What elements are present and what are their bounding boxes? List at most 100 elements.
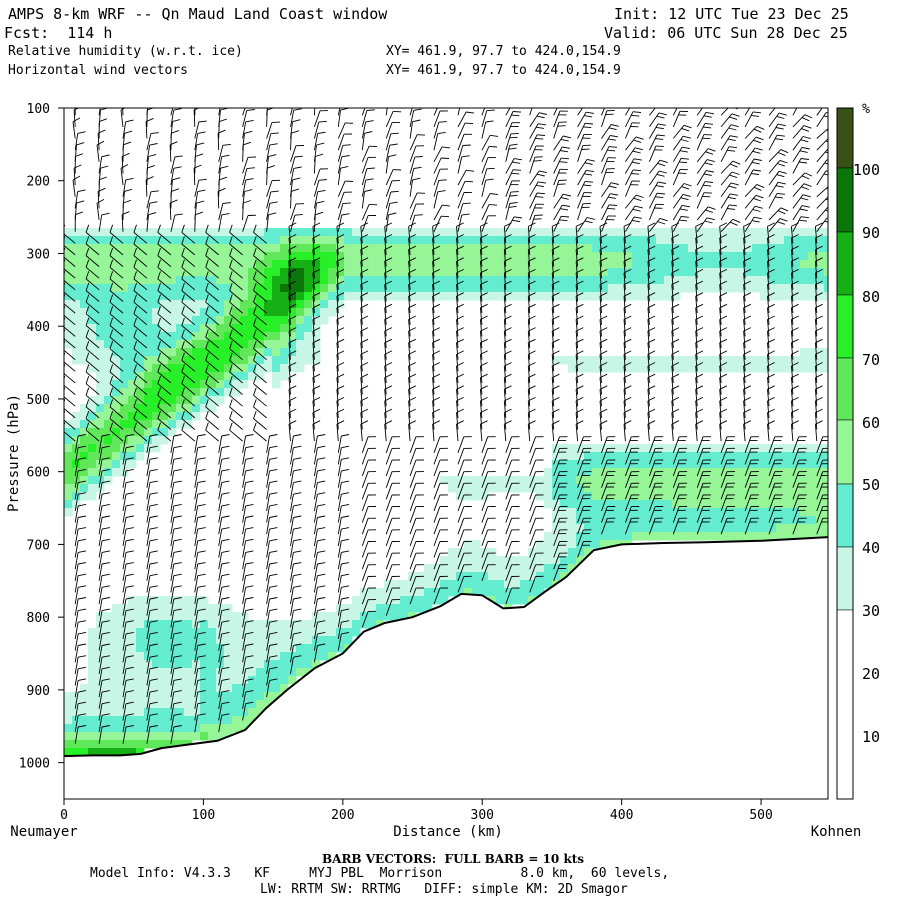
wind-barb (601, 494, 608, 512)
rh-cell (256, 684, 265, 693)
wind-barb (456, 424, 459, 442)
rh-cell (336, 252, 345, 261)
wind-barb (384, 272, 387, 290)
wind-barb-feather (229, 329, 233, 338)
wind-barb (409, 564, 417, 581)
rh-cell (520, 228, 529, 237)
wind-barb (577, 436, 584, 453)
rh-cell (520, 292, 529, 301)
wind-barb-feather (288, 257, 297, 262)
wind-barb (336, 424, 339, 442)
rh-cell (72, 316, 81, 325)
rh-cell (128, 428, 137, 437)
rh-cell (128, 284, 137, 293)
rh-cell (224, 300, 233, 309)
wind-barb (290, 587, 294, 605)
rh-cell (136, 332, 145, 341)
wind-barb (170, 517, 175, 535)
wind-barb-feather (575, 396, 584, 402)
wind-barb-feather (341, 585, 350, 588)
wind-barb-feather (658, 170, 667, 174)
rh-cell (648, 292, 657, 301)
rh-cell (96, 228, 105, 237)
rh-cell (296, 620, 305, 629)
wind-barb-feather (312, 234, 321, 239)
rh-cell (64, 468, 73, 477)
wind-barb (457, 553, 465, 570)
wind-barb-feather (253, 271, 257, 280)
wind-barb-feather (148, 212, 157, 216)
rh-cell (176, 396, 185, 405)
wind-barb (385, 553, 393, 570)
rh-cell (104, 356, 113, 365)
rh-cell (304, 356, 313, 365)
wind-barb-feather (633, 139, 642, 143)
wind-barb (194, 563, 199, 581)
wind-barb-feather (336, 280, 345, 285)
wind-barb (74, 668, 79, 686)
rh-cell (120, 364, 129, 373)
wind-barb-feather (528, 222, 536, 227)
rh-cell (552, 252, 561, 261)
wind-barb (384, 319, 387, 337)
rh-cell (152, 716, 161, 725)
wind-barb (312, 319, 315, 337)
rh-cell (304, 636, 313, 645)
wind-barb-feather (456, 396, 464, 402)
wind-barb-feather (623, 315, 632, 320)
wind-barb (290, 540, 294, 558)
wind-barb (505, 169, 514, 186)
wind-barb (290, 203, 297, 221)
wind-barb-feather (336, 234, 345, 239)
wind-barb-feather (408, 385, 416, 390)
wind-barb (122, 680, 127, 698)
rh-cell (368, 596, 377, 605)
wind-barb-feather (466, 111, 475, 114)
wind-barb (266, 563, 270, 581)
wind-barb (146, 587, 151, 605)
wind-barb-feather (149, 515, 158, 518)
rh-cell (576, 244, 585, 253)
rh-cell (680, 268, 689, 277)
rh-cell (160, 364, 169, 373)
rh-cell (80, 412, 89, 421)
wind-barb (266, 668, 270, 686)
wind-barb-feather (461, 155, 470, 158)
wind-barb-feather (85, 410, 90, 419)
wind-barb (288, 284, 291, 302)
wind-barb-feather (85, 352, 90, 361)
wind-barb-feather (575, 234, 584, 239)
wind-barb-feather (341, 213, 350, 216)
rh-cell (344, 252, 353, 261)
rh-cell (752, 516, 761, 525)
wind-barb-feather (222, 97, 230, 98)
rh-cell (584, 508, 593, 517)
wind-barb (205, 325, 219, 337)
rh-cell (64, 476, 73, 485)
wind-barb-feather (133, 422, 137, 431)
wind-barb (242, 157, 249, 174)
wind-barb-feather (269, 620, 278, 623)
wind-barb (217, 133, 220, 151)
rh-cell (248, 620, 257, 629)
wind-barb-feather (149, 655, 158, 658)
wind-barb (551, 377, 555, 395)
rh-cell (784, 236, 793, 245)
rh-cell (456, 484, 465, 493)
rh-cell (272, 372, 281, 381)
rh-cell (472, 580, 481, 589)
wind-barb (625, 158, 635, 174)
rh-cell (192, 668, 201, 677)
rh-cell (568, 484, 577, 493)
wind-barb-feather (229, 375, 233, 384)
wind-barb (288, 377, 291, 395)
wind-barb (649, 170, 660, 186)
rh-cell (152, 724, 161, 733)
rh-cell (672, 244, 681, 253)
wind-barb (253, 348, 267, 361)
rh-cell (104, 284, 113, 293)
wind-barb-feather (229, 271, 233, 280)
rh-cell (424, 572, 433, 581)
wind-barb-feather (657, 123, 666, 126)
wind-barb-feather (149, 143, 158, 146)
